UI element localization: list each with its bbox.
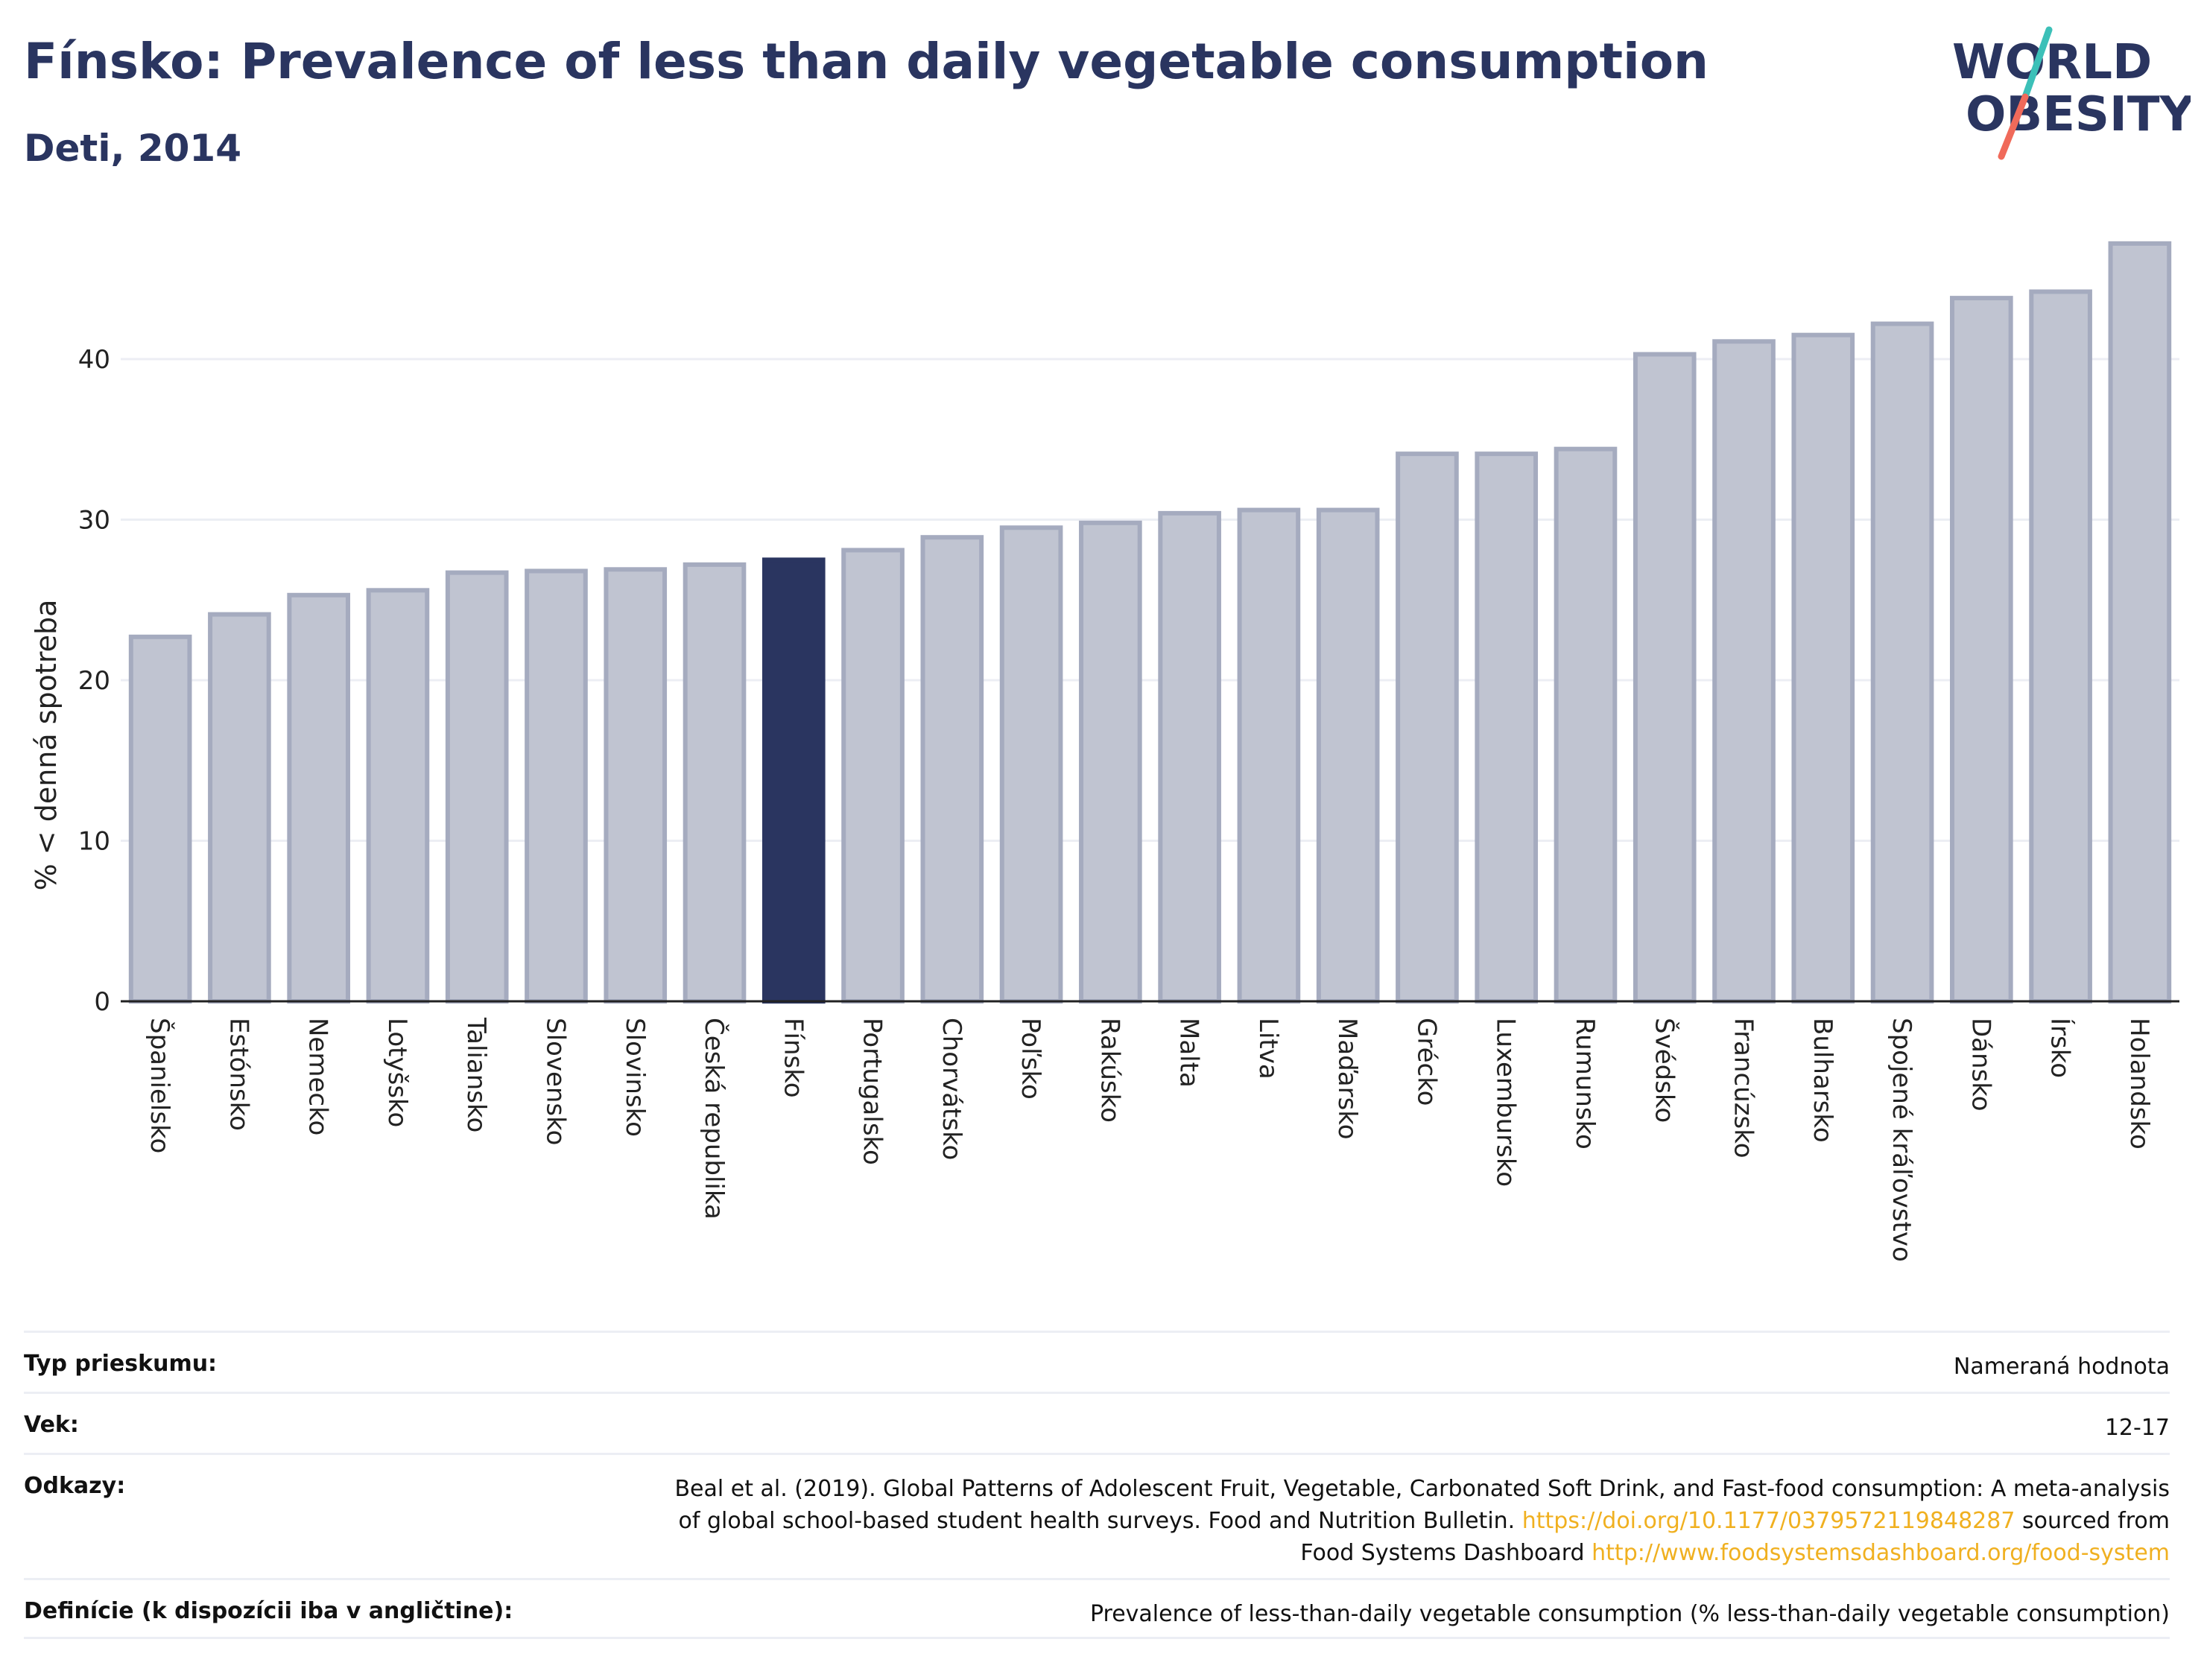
logo-text-obesity: OBESITY: [1966, 87, 2191, 142]
survey-type-label: Typ prieskumu:: [24, 1351, 218, 1377]
x-tick-label: Litva: [1253, 1018, 1283, 1080]
info-table: Typ prieskumu: Nameraná hodnota Vek: 12-…: [24, 1331, 2170, 1639]
bar: [128, 634, 192, 1004]
reference-line-3: Food Systems Dashboard http://www.foodsy…: [674, 1537, 2170, 1569]
info-row-survey-type: Typ prieskumu: Nameraná hodnota: [24, 1331, 2170, 1392]
x-tick-label: Maďarsko: [1332, 1018, 1362, 1140]
bar: [1079, 520, 1142, 1004]
y-tick-label: 0: [94, 987, 110, 1017]
y-axis-label: % < denná spotreba: [30, 600, 63, 891]
reference-line-3-text: Food Systems Dashboard: [1300, 1540, 1585, 1566]
y-tick-label: 40: [78, 345, 110, 375]
bar-chart: 0 10 20 30 40 Španielsko Estónsko Nemecko Lotyš…: [30, 241, 2179, 1262]
bar: [1712, 339, 1776, 1004]
bar: [920, 535, 984, 1004]
y-tick-label: 10: [78, 827, 110, 857]
bar: [1791, 332, 1855, 1004]
reference-line-1: Beal et al. (2019). Global Patterns of A…: [674, 1476, 2170, 1502]
x-tick-label: Malta: [1174, 1018, 1204, 1088]
bar: [999, 525, 1063, 1004]
bar: [208, 612, 271, 1004]
y-tick-labels: 0 10 20 30 40: [78, 345, 110, 1017]
info-row-references: Odkazy: Beal et al. (2019). Global Patte…: [24, 1453, 2170, 1578]
x-tick-label: Nemecko: [303, 1018, 333, 1135]
x-tick-label: Dánsko: [1966, 1018, 1995, 1112]
x-tick-label: Spojené kráľovstvo: [1887, 1018, 1916, 1262]
y-tick-label: 20: [78, 666, 110, 696]
logo-slash-top: [2021, 26, 2053, 101]
reference-line-2-text: of global school-based student health su…: [678, 1508, 1516, 1534]
x-tick-label: Holandsko: [2124, 1018, 2154, 1150]
food-systems-dashboard-link[interactable]: http://www.foodsystemsdashboard.org/food…: [1592, 1540, 2170, 1566]
x-tick-label: Lotyšsko: [382, 1018, 412, 1127]
bar: [841, 548, 905, 1004]
info-row-definitions: Definície (k dispozícii iba v angličtine…: [24, 1578, 2170, 1639]
x-tick-label: Česká republika: [699, 1018, 729, 1220]
x-tick-label: Estónsko: [224, 1018, 253, 1131]
bar: [366, 588, 430, 1004]
bar: [683, 562, 747, 1004]
bar: [287, 592, 350, 1004]
references-label: Odkazy:: [24, 1473, 126, 1499]
x-tick-label: Írsko: [2045, 1018, 2076, 1078]
logo-slash-bottom: [1998, 93, 2029, 160]
age-label: Vek:: [24, 1412, 79, 1438]
x-tick-label: Španielsko: [145, 1018, 175, 1153]
x-tick-label: Rumunsko: [1570, 1018, 1600, 1150]
bar: [1396, 451, 1459, 1004]
age-value: 12-17: [2104, 1415, 2170, 1441]
x-tick-label: Taliansko: [461, 1017, 491, 1132]
bar: [1237, 507, 1301, 1004]
bar: [1554, 446, 1618, 1004]
grid-lines: [121, 358, 2179, 842]
bar: [525, 568, 588, 1004]
bar-highlighted: [761, 557, 826, 1004]
world-obesity-logo: WORLD OBESITY: [1952, 26, 2191, 160]
bar: [2108, 241, 2172, 1004]
x-tick-label: Luxembursko: [1491, 1018, 1521, 1187]
bar: [1950, 296, 2013, 1004]
x-tick-label: Fínsko: [778, 1018, 808, 1098]
chart-subtitle: Deti, 2014: [24, 127, 242, 170]
bar: [1475, 451, 1539, 1004]
info-row-age: Vek: 12-17: [24, 1392, 2170, 1453]
chart-title: Fínsko: Prevalence of less than daily ve…: [24, 33, 1709, 90]
logo-text-world: WORLD: [1952, 35, 2152, 90]
x-tick-label: Bulharsko: [1808, 1018, 1837, 1143]
bar: [445, 570, 509, 1004]
bar: [604, 567, 668, 1004]
survey-type-value: Nameraná hodnota: [1953, 1354, 2170, 1380]
bar: [2029, 289, 2092, 1004]
definitions-label: Definície (k dispozícii iba v angličtine…: [24, 1598, 513, 1624]
x-tick-labels: Španielsko Estónsko Nemecko Lotyšsko Talians…: [145, 1017, 2154, 1262]
x-tick-label: Rakúsko: [1095, 1018, 1124, 1123]
bar: [1316, 507, 1380, 1004]
reference-line-2: of global school-based student health su…: [674, 1505, 2170, 1537]
bars: [128, 241, 2172, 1004]
x-tick-label: Švédsko: [1649, 1018, 1679, 1123]
references-value: Beal et al. (2019). Global Patterns of A…: [674, 1455, 2170, 1569]
x-tick-label: Slovensko: [540, 1018, 570, 1145]
definitions-value: Prevalence of less-than-daily vegetable …: [1089, 1601, 2170, 1627]
x-tick-label: Francúzsko: [1729, 1018, 1758, 1158]
y-tick-label: 30: [78, 506, 110, 536]
doi-link[interactable]: https://doi.org/10.1177/0379572119848287: [1521, 1508, 2015, 1534]
x-tick-label: Poľsko: [1016, 1018, 1045, 1100]
bar: [1870, 321, 1934, 1004]
bar: [1158, 510, 1221, 1004]
x-tick-label: Slovinsko: [620, 1018, 650, 1137]
reference-line-2-tail: sourced from: [2021, 1508, 2170, 1534]
x-tick-label: Chorvátsko: [937, 1018, 966, 1160]
x-tick-label: Portugalsko: [858, 1018, 887, 1165]
bar: [1633, 352, 1697, 1004]
x-tick-label: Grécko: [1411, 1018, 1441, 1106]
